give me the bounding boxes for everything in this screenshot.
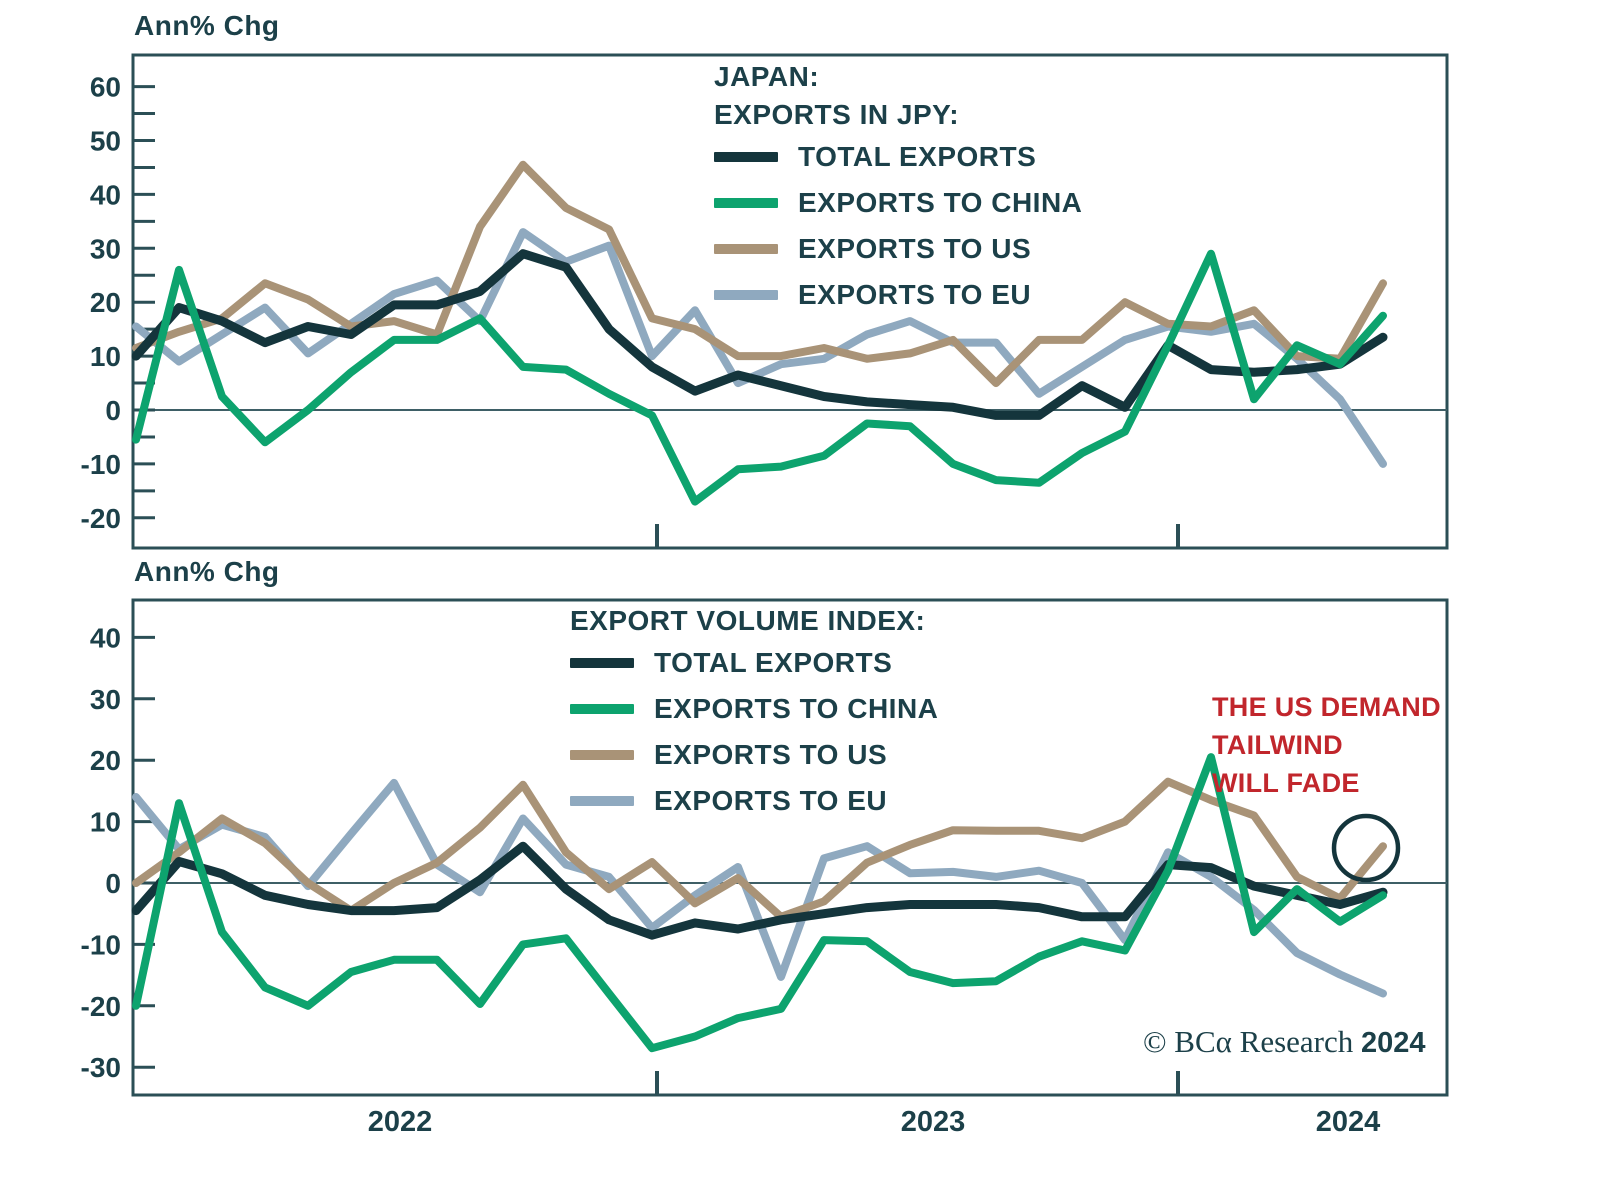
y-axis-tick-label: 20 [90, 745, 121, 776]
series-line-total-exports [131, 249, 1388, 420]
y-axis-tick-label: 20 [90, 287, 121, 318]
total-exports-swatch [714, 152, 778, 162]
annotation-line: TAILWIND [1212, 730, 1343, 760]
series-line-exports-to-china [132, 753, 1387, 1053]
y-axis-tick-label: 50 [90, 126, 121, 157]
legend-item-label: TOTAL EXPORTS [654, 647, 893, 678]
bottom-chart-legend: EXPORT VOLUME INDEX: TOTAL EXPORTS EXPOR… [570, 602, 938, 824]
copyright-year: 2024 [1361, 1027, 1426, 1059]
annotation-line: THE US DEMAND [1212, 692, 1441, 722]
x-axis-year-label-2023: 2023 [900, 1106, 966, 1138]
y-axis-tick-label: 30 [90, 684, 121, 715]
top-chart-axis-unit-label: Ann% Chg [134, 10, 280, 41]
y-axis-tick-label: 40 [90, 179, 121, 210]
top-chart-legend: JAPAN: EXPORTS IN JPY: TOTAL EXPORTS EXP… [714, 58, 1082, 318]
bca-research-copyright: © BCα Research 2024 [1143, 1024, 1426, 1060]
bottom-chart-axis-unit-label: Ann% Chg [134, 556, 280, 587]
legend-item-label: EXPORTS TO US [654, 739, 888, 770]
us-demand-tailwind-annotation: THE US DEMAND TAILWIND WILL FADE [1212, 688, 1441, 802]
export-volume-index-frame [131, 598, 1449, 1097]
legend-item-total-exports: TOTAL EXPORTS [714, 134, 1082, 180]
y-axis-tick-label: 10 [90, 341, 121, 372]
exports-jpy-group: 60 50 40 30 20 10 0 -10 -20 [81, 53, 1449, 550]
y-axis-tick-label: 60 [90, 72, 121, 103]
total-exports-swatch [570, 658, 634, 668]
exports-to-china-swatch [714, 198, 778, 208]
exports-to-china-swatch [570, 704, 634, 714]
exports-to-us-swatch [714, 244, 778, 254]
x-axis-year-label-2024: 2024 [1315, 1106, 1381, 1138]
y-axis-tick-label: 0 [105, 395, 121, 426]
exports-to-eu-swatch [714, 290, 778, 300]
legend-item-label: EXPORTS TO CHINA [798, 187, 1083, 218]
legend-title-line: EXPORT VOLUME INDEX: [570, 605, 926, 636]
legend-title-line: EXPORTS IN JPY: [714, 99, 960, 130]
legend-item-label: EXPORTS TO EU [654, 785, 888, 816]
y-axis-tick-label: -10 [81, 929, 121, 960]
legend-item-exports-to-china: EXPORTS TO CHINA [714, 180, 1082, 226]
copyright-text: © BCα Research [1143, 1024, 1361, 1059]
y-axis-tick-label: -20 [81, 503, 121, 534]
legend-item-total-exports: TOTAL EXPORTS [570, 640, 938, 686]
legend-item-exports-to-us: EXPORTS TO US [714, 226, 1082, 272]
legend-item-exports-to-eu: EXPORTS TO EU [714, 272, 1082, 318]
legend-title-line: JAPAN: [714, 61, 820, 92]
us-demand-highlight-circle [1331, 813, 1401, 883]
legend-item-label: EXPORTS TO CHINA [654, 693, 939, 724]
legend-item-label: TOTAL EXPORTS [798, 141, 1037, 172]
legend-item-exports-to-us: EXPORTS TO US [570, 732, 938, 778]
y-axis-tick-label: 40 [90, 622, 121, 653]
legend-item-exports-to-eu: EXPORTS TO EU [570, 778, 938, 824]
y-axis-tick-label: 0 [105, 868, 121, 899]
exports-to-us-swatch [570, 750, 634, 760]
series-line-total-exports [131, 841, 1388, 940]
exports-to-eu-swatch [570, 796, 634, 806]
x-axis-year-label-2022: 2022 [367, 1106, 433, 1138]
y-axis-tick-label: 10 [90, 807, 121, 838]
annotation-line: WILL FADE [1212, 768, 1360, 798]
y-axis-tick-label: -10 [81, 449, 121, 480]
legend-item-label: EXPORTS TO US [798, 233, 1032, 264]
y-axis-tick-label: -30 [81, 1052, 121, 1083]
series-line-exports-to-china [132, 249, 1387, 506]
y-axis-tick-label: 30 [90, 233, 121, 264]
legend-item-exports-to-china: EXPORTS TO CHINA [570, 686, 938, 732]
legend-item-label: EXPORTS TO EU [798, 279, 1032, 310]
y-axis-tick-label: -20 [81, 991, 121, 1022]
export-volume-index-group: 40 30 20 10 0 -10 -20 -30 [81, 598, 1449, 1097]
